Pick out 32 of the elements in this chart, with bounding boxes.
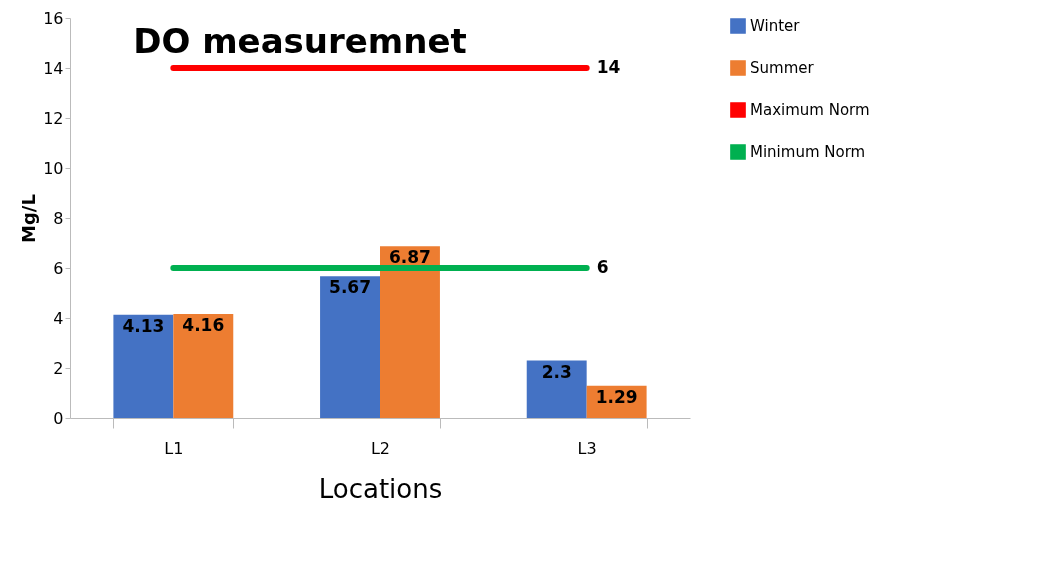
- bar: [320, 276, 380, 418]
- chart-title: DO measuremnet: [133, 21, 467, 61]
- data-label: 14: [596, 57, 621, 77]
- y-tick-label: 2: [53, 358, 64, 378]
- data-label: 2.3: [541, 361, 572, 382]
- legend-label: Summer: [750, 59, 815, 77]
- x-tick-label: L2: [370, 438, 391, 458]
- y-tick-label: 10: [43, 158, 64, 178]
- data-label: 1.29: [595, 386, 638, 407]
- legend-label: Maximum Norm: [750, 101, 870, 119]
- y-tick-label: 12: [43, 108, 64, 128]
- bar: [526, 360, 587, 418]
- data-label: 5.67: [329, 277, 372, 298]
- legend-label: Winter: [750, 17, 801, 35]
- x-tick-label: L1: [164, 438, 184, 458]
- y-axis-title: Mg/L: [18, 194, 40, 243]
- y-tick-label: 8: [53, 208, 64, 228]
- y-tick-label: 6: [53, 258, 64, 278]
- x-axis-title: Locations: [318, 473, 443, 504]
- legend-label: Minimum Norm: [750, 143, 866, 161]
- data-label: 4.16: [182, 315, 225, 335]
- bar: [380, 246, 440, 418]
- y-tick-label: 0: [53, 408, 64, 428]
- data-label: 6: [596, 257, 609, 277]
- data-label: 4.13: [122, 315, 165, 336]
- y-tick-label: 14: [43, 58, 64, 78]
- y-tick-label: 4: [53, 308, 64, 328]
- bar: [113, 314, 174, 418]
- x-tick-label: L3: [577, 438, 597, 458]
- bar: [173, 314, 234, 418]
- y-tick-label: 16: [43, 8, 64, 28]
- data-label: 6.87: [388, 247, 431, 268]
